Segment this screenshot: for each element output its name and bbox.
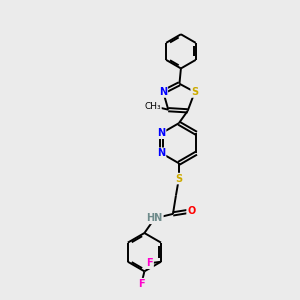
Text: F: F <box>146 258 153 268</box>
Text: N: N <box>158 128 166 138</box>
Text: N: N <box>159 87 167 97</box>
Text: S: S <box>191 87 198 97</box>
Text: S: S <box>175 174 182 184</box>
Text: CH₃: CH₃ <box>145 102 161 111</box>
Text: HN: HN <box>147 213 163 223</box>
Text: O: O <box>187 206 195 216</box>
Text: F: F <box>138 279 145 289</box>
Text: N: N <box>158 148 166 158</box>
